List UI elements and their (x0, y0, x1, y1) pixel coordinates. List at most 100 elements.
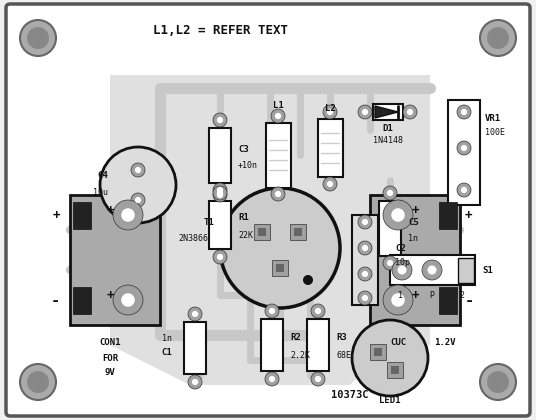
Text: 1: 1 (398, 291, 403, 299)
Circle shape (358, 241, 372, 255)
Text: D1: D1 (383, 123, 393, 132)
Text: 100E: 100E (485, 128, 505, 136)
Text: CON1: CON1 (99, 338, 121, 346)
Text: C4: C4 (97, 171, 108, 179)
Circle shape (217, 254, 223, 260)
Circle shape (121, 208, 135, 222)
Bar (318, 119, 343, 177)
Circle shape (457, 105, 471, 119)
Text: 1n: 1n (162, 333, 172, 342)
Circle shape (311, 304, 325, 318)
Circle shape (20, 20, 56, 56)
Circle shape (327, 109, 333, 115)
Text: -: - (465, 292, 474, 307)
Bar (370, 344, 386, 360)
Circle shape (358, 105, 372, 119)
Bar (352, 215, 378, 305)
Bar (370, 195, 460, 325)
Circle shape (192, 379, 198, 385)
Circle shape (135, 197, 141, 203)
Circle shape (220, 188, 340, 308)
Bar (290, 224, 306, 240)
Bar (390, 255, 475, 285)
Text: 1.2V: 1.2V (434, 338, 456, 346)
Bar (458, 258, 474, 283)
Circle shape (323, 105, 337, 119)
Text: +: + (465, 208, 473, 221)
Circle shape (323, 177, 337, 191)
Bar (439, 286, 457, 313)
Bar (448, 100, 480, 205)
Text: L2: L2 (325, 103, 336, 113)
Circle shape (457, 183, 471, 197)
Bar (73, 202, 91, 228)
Bar (387, 362, 403, 378)
Circle shape (275, 191, 281, 197)
Bar (391, 366, 399, 374)
Circle shape (27, 371, 49, 393)
Bar (294, 228, 302, 236)
Circle shape (265, 372, 279, 386)
Bar (258, 228, 266, 236)
Polygon shape (375, 106, 398, 118)
Circle shape (192, 311, 198, 317)
Circle shape (275, 113, 281, 119)
Text: +: + (411, 204, 419, 216)
Circle shape (271, 109, 285, 123)
Text: T1: T1 (203, 218, 214, 226)
Bar (439, 202, 457, 228)
Text: C3: C3 (238, 144, 249, 153)
Text: 1N4148: 1N4148 (373, 136, 403, 144)
Circle shape (358, 291, 372, 305)
Bar (272, 260, 288, 276)
Text: +: + (411, 289, 419, 302)
Circle shape (213, 183, 227, 197)
Bar (266, 123, 291, 188)
Text: R2: R2 (290, 333, 301, 341)
Text: +10n: +10n (238, 160, 258, 170)
Circle shape (422, 260, 442, 280)
Circle shape (131, 193, 145, 207)
Circle shape (480, 364, 516, 400)
Circle shape (480, 20, 516, 56)
Bar (379, 201, 401, 256)
Circle shape (487, 371, 509, 393)
Text: CUC: CUC (390, 338, 406, 346)
Circle shape (362, 109, 368, 115)
Circle shape (383, 285, 413, 315)
Text: L1: L1 (273, 100, 284, 110)
Circle shape (213, 186, 227, 200)
Circle shape (383, 256, 397, 270)
Text: VR1: VR1 (485, 113, 501, 123)
Circle shape (461, 187, 467, 193)
Text: 10u: 10u (93, 187, 108, 197)
Text: +: + (53, 208, 60, 221)
Circle shape (213, 250, 227, 264)
Text: 9V: 9V (105, 368, 115, 376)
Bar (261, 319, 283, 371)
Text: 2: 2 (459, 291, 465, 299)
Circle shape (217, 192, 223, 198)
Circle shape (387, 190, 393, 196)
Circle shape (265, 304, 279, 318)
Circle shape (27, 27, 49, 49)
Text: 2.2K: 2.2K (290, 351, 310, 360)
Bar (277, 265, 284, 272)
Circle shape (188, 307, 202, 321)
Circle shape (303, 275, 313, 285)
Circle shape (383, 200, 413, 230)
Text: S1: S1 (482, 265, 493, 275)
Text: 10p: 10p (395, 257, 410, 267)
Circle shape (311, 372, 325, 386)
Circle shape (217, 117, 223, 123)
Circle shape (398, 265, 406, 275)
FancyBboxPatch shape (6, 4, 530, 416)
Circle shape (358, 267, 372, 281)
Circle shape (461, 145, 467, 151)
Circle shape (457, 141, 471, 155)
Text: 1n: 1n (408, 234, 418, 242)
Circle shape (362, 219, 368, 225)
Circle shape (383, 186, 397, 200)
Circle shape (461, 109, 467, 115)
Text: P: P (429, 291, 435, 299)
